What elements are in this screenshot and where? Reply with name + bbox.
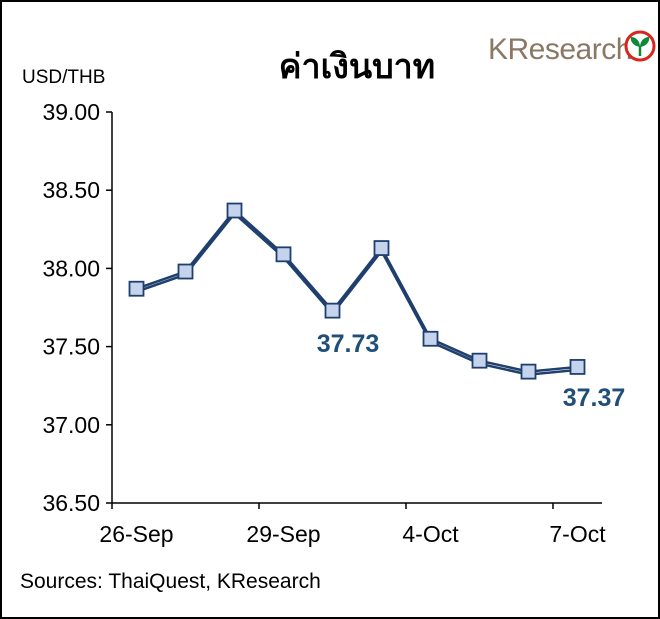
y-axis-label: USD/THB <box>22 67 105 88</box>
x-tick-label: 29-Sep <box>246 521 320 547</box>
y-tick-label: 37.00 <box>42 412 100 438</box>
annotation-37-37: 37.37 <box>563 384 626 412</box>
y-tick-label: 37.50 <box>42 334 100 360</box>
annotation-37-73: 37.73 <box>317 330 380 358</box>
series <box>128 202 586 380</box>
series-line-shadow <box>136 211 578 376</box>
data-point <box>226 202 243 219</box>
data-point <box>275 246 292 263</box>
data-point <box>471 352 488 369</box>
y-tick-label: 38.50 <box>42 177 100 203</box>
kresearch-logo: KResearch <box>488 30 656 66</box>
y-ticks: 39.00 38.50 38.00 37.50 37.00 36.50 <box>42 99 112 516</box>
y-tick-label: 36.50 <box>42 490 100 516</box>
source-note: Sources: ThaiQuest, KResearch <box>20 570 321 593</box>
x-tick-label: 26-Sep <box>99 521 173 547</box>
x-tick-label: 4-Oct <box>402 521 459 547</box>
x-tick-label: 7-Oct <box>549 521 606 547</box>
x-ticks: 26-Sep 29-Sep 4-Oct 7-Oct <box>99 503 606 547</box>
data-point <box>324 302 341 319</box>
data-point <box>520 363 537 380</box>
logo-text: KResearch <box>488 33 632 66</box>
chart-title: ค่าเงินบาท <box>279 47 435 87</box>
series-line <box>136 208 578 373</box>
data-point <box>373 240 390 256</box>
y-tick-label: 38.00 <box>42 255 100 281</box>
axes <box>111 112 602 504</box>
data-point <box>128 280 145 297</box>
data-point <box>177 263 194 280</box>
data-point <box>569 359 586 375</box>
y-tick-label: 39.00 <box>42 99 100 125</box>
data-point <box>422 330 439 347</box>
kbank-leaf-icon <box>624 30 656 62</box>
